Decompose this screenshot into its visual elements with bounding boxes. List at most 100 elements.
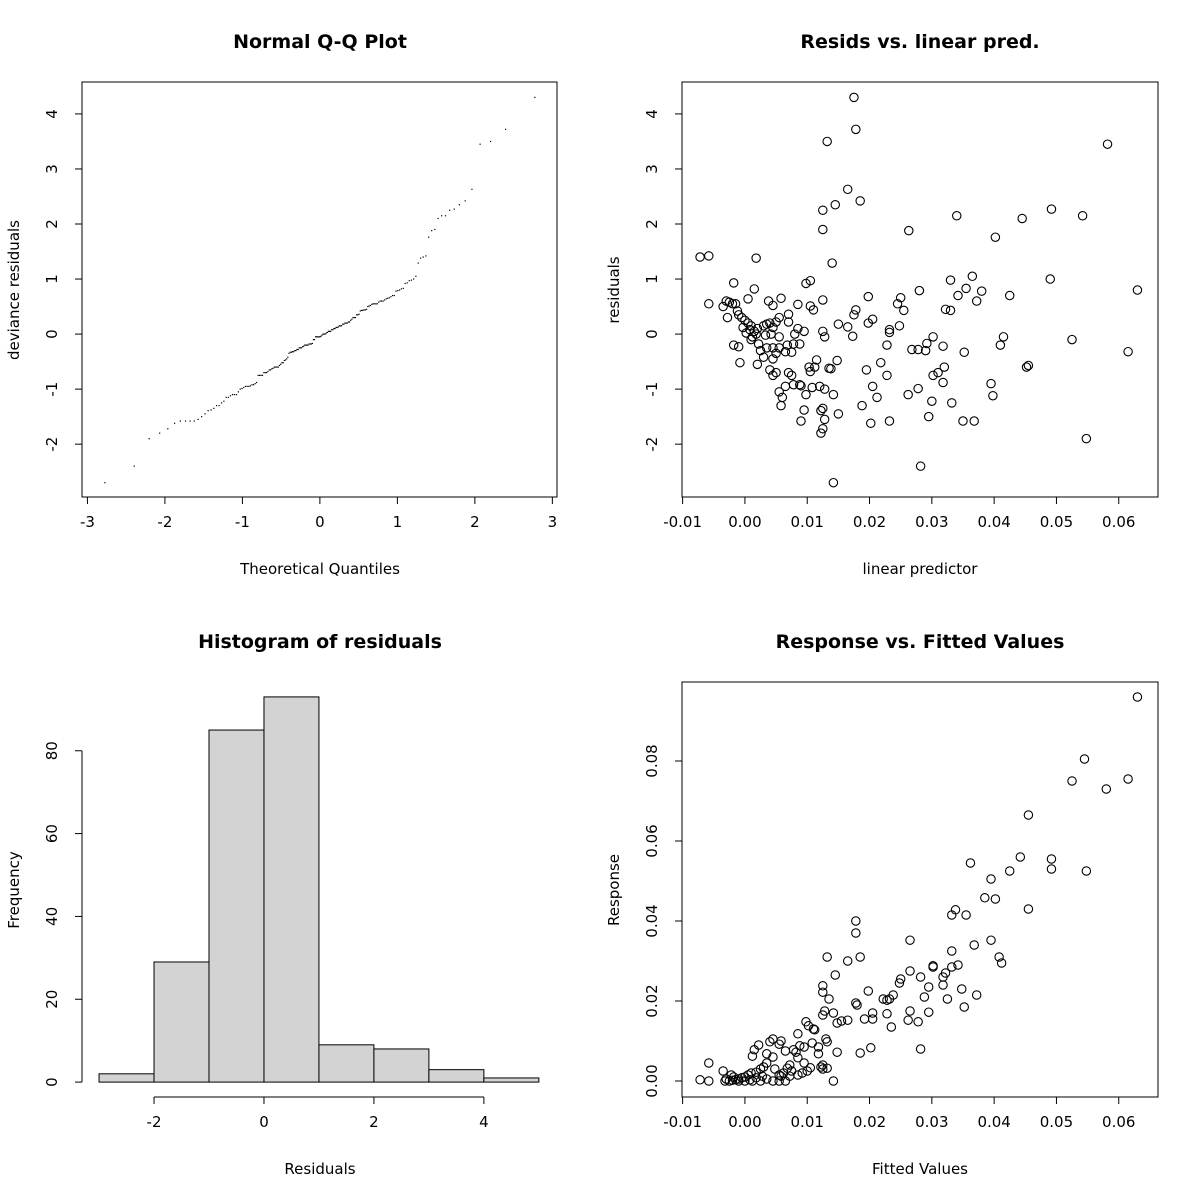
data-point bbox=[782, 340, 793, 350]
qq-point bbox=[307, 344, 309, 346]
data-point bbox=[928, 962, 938, 972]
data-point bbox=[938, 980, 948, 990]
data-point bbox=[945, 305, 956, 316]
y-tick-label: 0.08 bbox=[643, 744, 661, 777]
qq-point bbox=[301, 346, 304, 348]
qq-point bbox=[391, 294, 394, 297]
qq-point bbox=[441, 215, 443, 217]
histogram-bar bbox=[98, 1073, 155, 1083]
qq-point bbox=[310, 343, 312, 345]
data-point bbox=[1023, 904, 1034, 914]
data-point bbox=[913, 383, 923, 394]
data-point bbox=[961, 283, 971, 294]
data-point bbox=[990, 894, 1001, 904]
qq-point bbox=[319, 336, 321, 338]
data-point bbox=[728, 278, 739, 288]
qq-point bbox=[458, 204, 460, 206]
data-point bbox=[1102, 139, 1113, 149]
data-point bbox=[849, 310, 859, 320]
qq-point bbox=[288, 352, 290, 354]
qq-point bbox=[373, 303, 376, 305]
qq-point bbox=[402, 287, 404, 289]
response-vs-fitted-panel: Response vs. Fitted Values Fitted Values… bbox=[605, 631, 1159, 1178]
qq-point bbox=[408, 280, 410, 282]
histogram-bar bbox=[208, 729, 265, 1083]
qq-point bbox=[257, 374, 259, 376]
qq-point bbox=[437, 217, 439, 220]
data-point bbox=[704, 1058, 714, 1068]
y-tick-label: -1 bbox=[643, 382, 661, 397]
data-point bbox=[822, 136, 832, 147]
qq-point bbox=[369, 304, 372, 307]
data-point bbox=[799, 1058, 809, 1068]
data-point bbox=[746, 334, 756, 345]
y-tick-label: 0.02 bbox=[643, 984, 661, 1017]
data-point bbox=[915, 461, 926, 471]
data-point bbox=[959, 347, 969, 357]
x-tick-label: 0.01 bbox=[791, 513, 824, 531]
response-plot-ylabel: Response bbox=[605, 854, 623, 926]
qq-point bbox=[352, 316, 354, 319]
data-point bbox=[704, 251, 714, 261]
data-point bbox=[799, 1042, 809, 1052]
qq-point bbox=[227, 396, 229, 398]
data-point bbox=[915, 1044, 926, 1054]
data-point bbox=[923, 982, 934, 992]
qq-point bbox=[335, 326, 337, 329]
data-point bbox=[786, 370, 797, 381]
qq-point bbox=[360, 309, 363, 312]
qq-point bbox=[357, 314, 359, 316]
y-tick-label: 60 bbox=[43, 824, 61, 843]
data-point bbox=[851, 998, 861, 1008]
qq-point bbox=[328, 330, 331, 332]
data-point bbox=[758, 352, 769, 362]
data-point bbox=[827, 258, 837, 268]
qq-point bbox=[444, 215, 447, 217]
qq-point bbox=[220, 402, 223, 404]
data-point bbox=[822, 1063, 832, 1073]
x-tick-label: 4 bbox=[479, 1113, 489, 1131]
qq-plot-ylabel: deviance residuals bbox=[5, 220, 23, 360]
data-point bbox=[919, 992, 930, 1002]
histogram-bar bbox=[153, 961, 210, 1083]
qq-point bbox=[425, 255, 427, 257]
qq-point bbox=[287, 356, 289, 358]
qq-point bbox=[348, 321, 351, 323]
data-point bbox=[828, 389, 839, 400]
data-point bbox=[791, 1047, 801, 1057]
qq-point bbox=[167, 428, 169, 430]
x-tick-label: 0.00 bbox=[728, 513, 761, 531]
data-point bbox=[833, 319, 844, 329]
qq-plot-panel: Normal Q-Q Plot Theoretical Quantiles de… bbox=[5, 31, 558, 578]
data-point bbox=[1023, 810, 1034, 820]
resids-vs-linpred-panel: Resids vs. linear pred. linear predictor… bbox=[605, 31, 1159, 578]
y-tick-label: 40 bbox=[43, 907, 61, 926]
qq-point bbox=[210, 409, 212, 411]
data-point bbox=[1046, 864, 1057, 874]
qq-point bbox=[264, 372, 266, 374]
y-tick-label: 80 bbox=[43, 741, 61, 760]
qq-point bbox=[351, 318, 353, 320]
data-point bbox=[895, 974, 906, 984]
qq-point bbox=[350, 319, 352, 321]
qq-point bbox=[249, 385, 252, 387]
data-point bbox=[795, 379, 805, 390]
y-tick-label: 0 bbox=[643, 329, 661, 339]
data-point bbox=[894, 978, 905, 988]
qq-point bbox=[286, 358, 288, 360]
data-point bbox=[953, 290, 963, 301]
data-point bbox=[958, 416, 968, 426]
data-point bbox=[780, 346, 791, 357]
qq-point bbox=[173, 422, 176, 424]
data-point bbox=[818, 424, 828, 434]
data-point bbox=[768, 1052, 778, 1062]
qq-point bbox=[267, 370, 269, 373]
data-point bbox=[802, 1066, 812, 1076]
data-point bbox=[842, 1015, 853, 1025]
data-point bbox=[1101, 784, 1112, 794]
data-point bbox=[768, 343, 778, 353]
data-point bbox=[727, 299, 738, 309]
data-point bbox=[971, 990, 982, 1000]
data-point bbox=[760, 330, 771, 340]
data-point bbox=[788, 1045, 799, 1055]
